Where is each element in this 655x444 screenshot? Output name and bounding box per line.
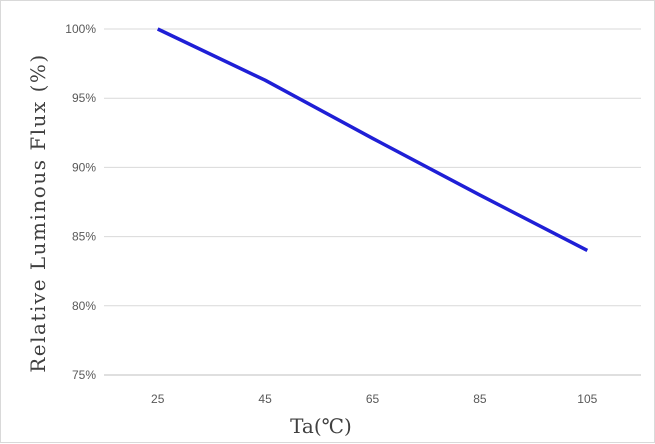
x-tick-label: 65 <box>366 392 380 406</box>
x-tick-label: 25 <box>151 392 165 406</box>
y-axis-title: Relative Luminous Flux (%) <box>26 53 50 373</box>
series-line <box>156 27 589 252</box>
y-axis-ticks: 75% 80% 85% 90% 95% 100% <box>65 22 96 382</box>
y-tick-label: 95% <box>72 91 96 105</box>
y-tick-label: 80% <box>72 299 96 313</box>
x-tick-label: 105 <box>577 392 597 406</box>
x-axis-title: Ta(℃) <box>290 414 352 438</box>
x-axis-ticks: 25 45 65 85 105 <box>151 392 598 406</box>
y-tick-label: 90% <box>72 160 96 174</box>
series-layer <box>156 27 589 252</box>
y-tick-label: 100% <box>65 22 96 36</box>
gridlines <box>104 28 641 376</box>
x-tick-label: 45 <box>258 392 272 406</box>
x-tick-label: 85 <box>473 392 487 406</box>
y-tick-label: 85% <box>72 230 96 244</box>
y-tick-label: 75% <box>72 368 96 382</box>
